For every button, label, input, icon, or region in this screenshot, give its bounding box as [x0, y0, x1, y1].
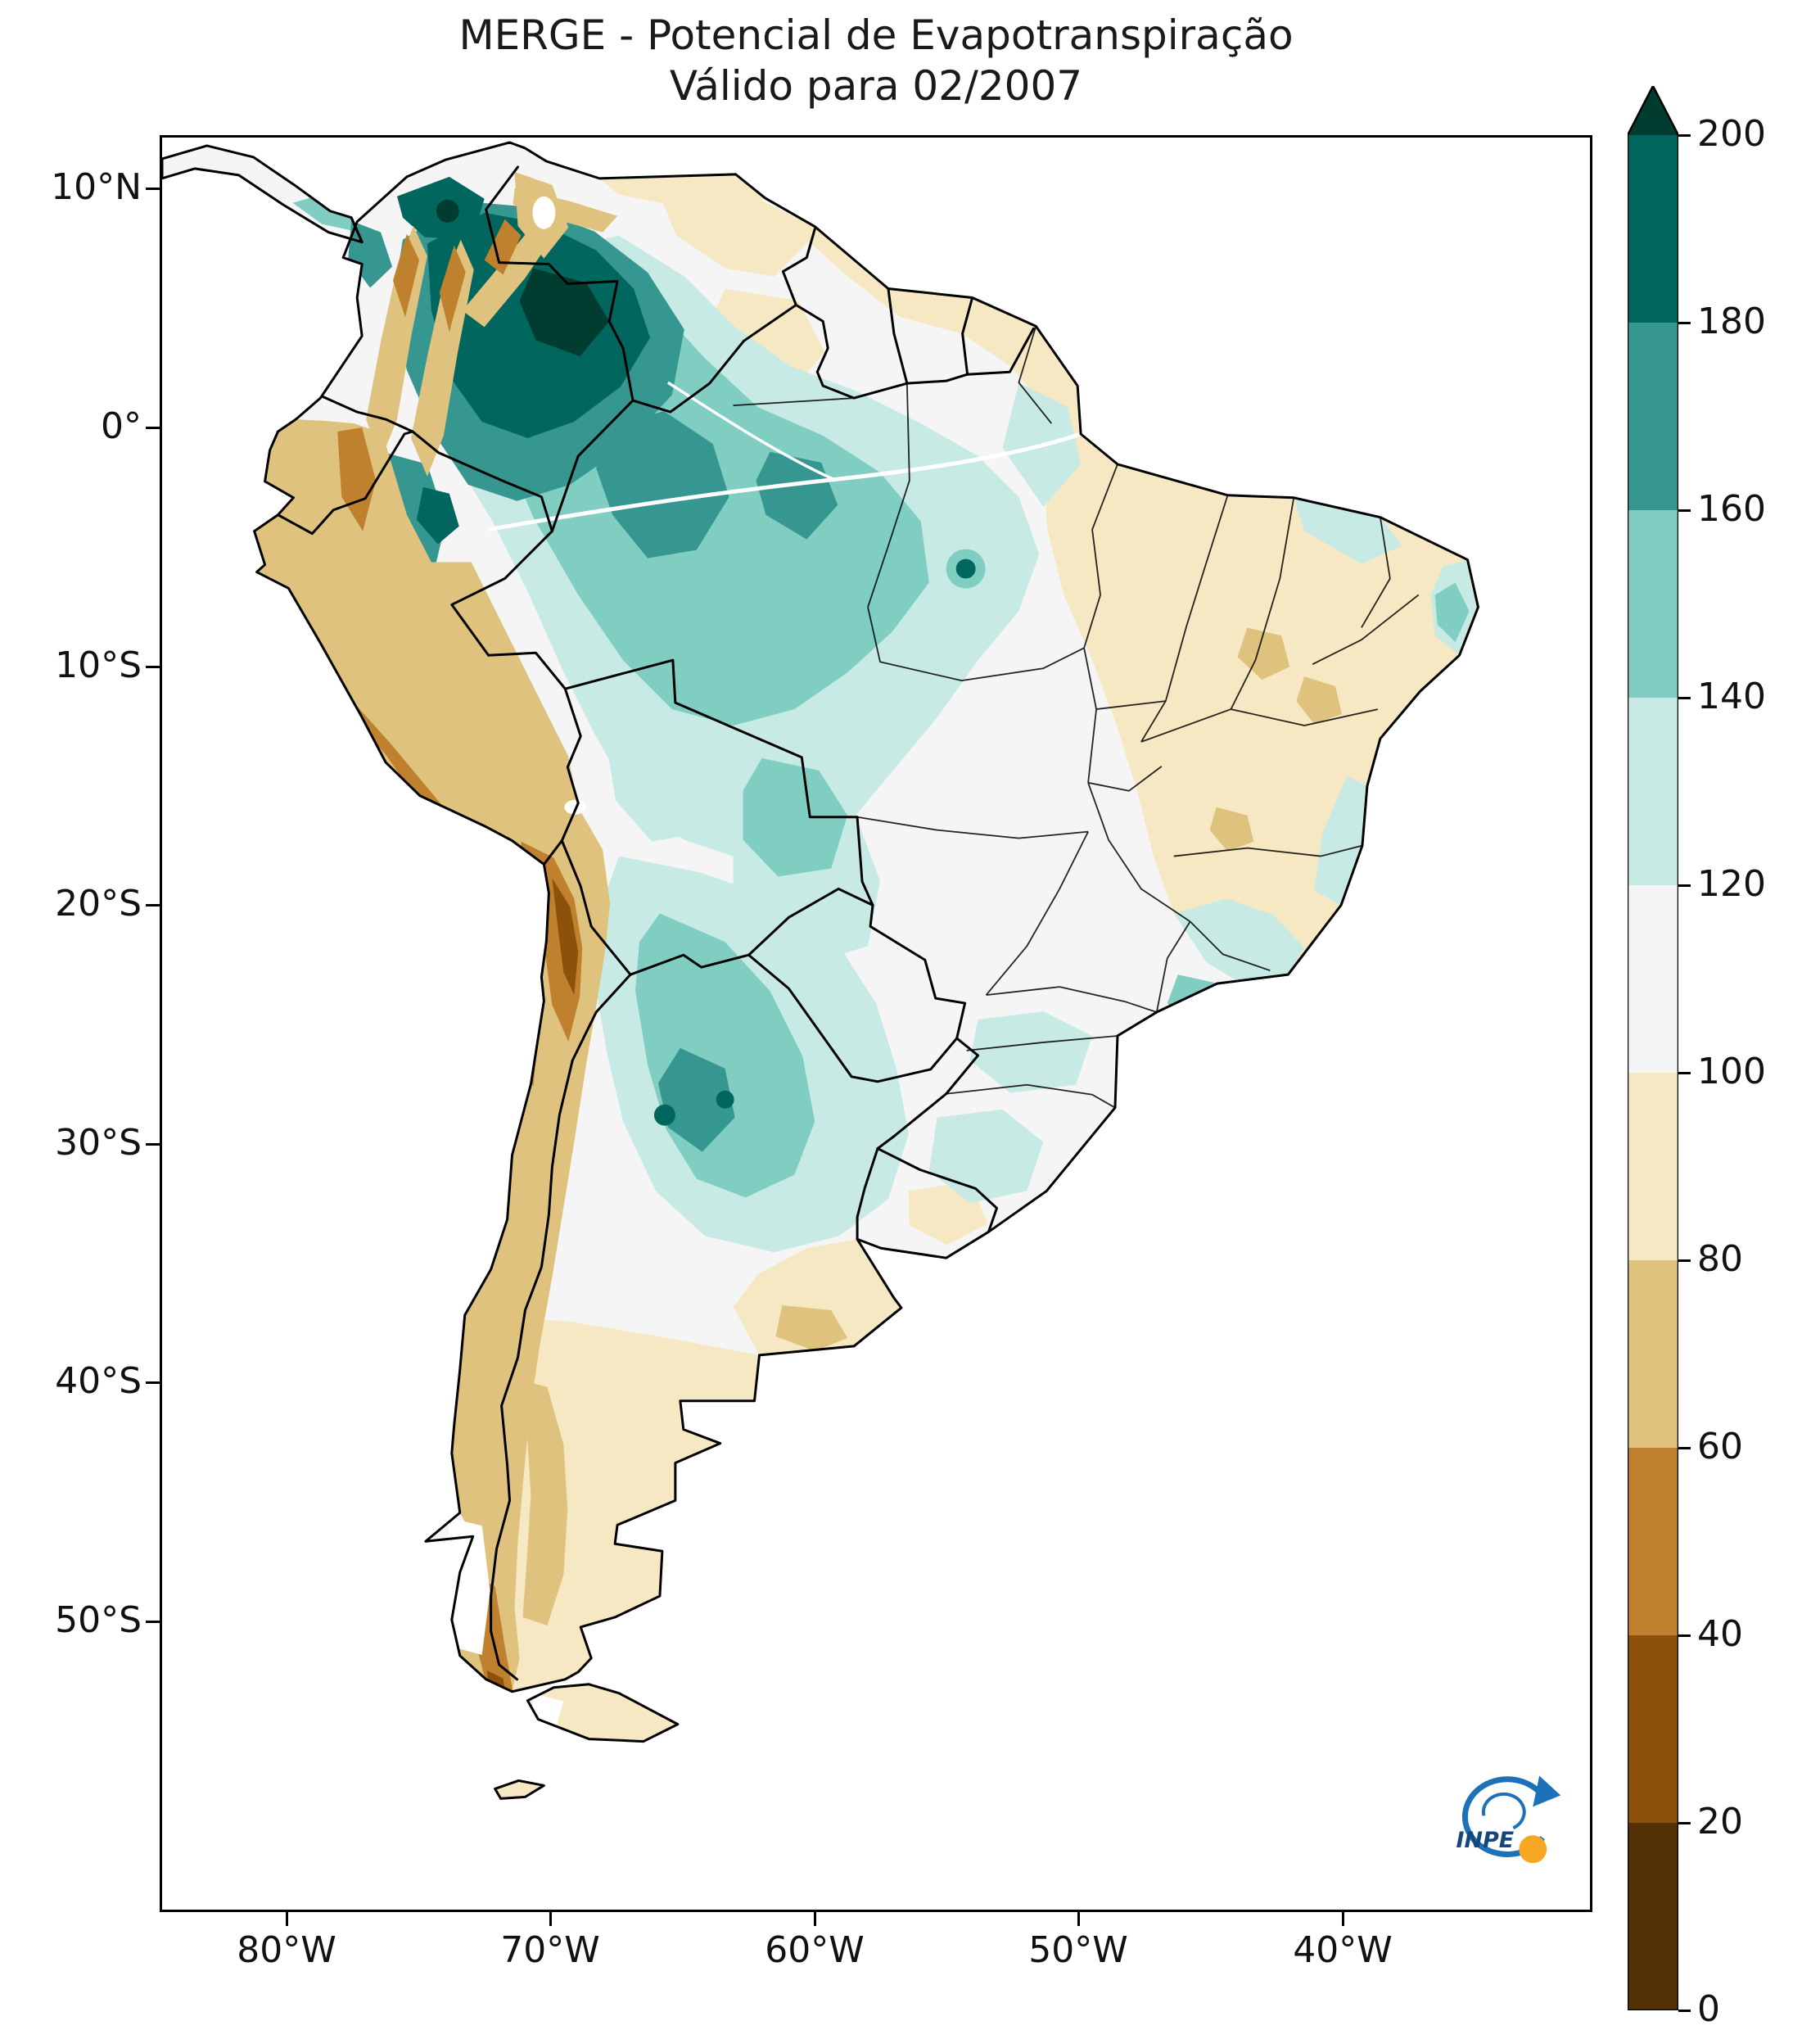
colorbar-tick-mark: [1678, 884, 1691, 887]
chart-subtitle: Válido para 02/2007: [669, 62, 1083, 110]
colorbar-tick-label: 20: [1697, 1801, 1743, 1842]
colorbar-tick-label: 100: [1697, 1051, 1766, 1092]
colorbar-tick-mark: [1678, 1821, 1691, 1824]
chart-title: MERGE - Potencial de Evapotranspiração: [458, 11, 1294, 59]
colorbar-tick-mark: [1678, 321, 1691, 324]
x-tick-label: 60°W: [765, 1929, 865, 1971]
colorbar-tick-mark: [1678, 1071, 1691, 1074]
country-borders: [277, 165, 1035, 1681]
colorbar-tick-mark: [1678, 133, 1691, 137]
y-tick-label: 10°N: [51, 166, 142, 208]
y-tick-label: 40°S: [55, 1360, 142, 1402]
colorbar-tick-mark: [1678, 509, 1691, 512]
y-tick-label: 50°S: [55, 1599, 142, 1641]
colorbar-tick-label: 80: [1697, 1238, 1743, 1280]
negro-river: [666, 381, 833, 481]
y-tick-label: 0°: [101, 405, 142, 447]
colorbar-tick-mark: [1678, 1259, 1691, 1262]
inpe-logo-arrow-icon: [1533, 1775, 1561, 1807]
south-america-map: INPE: [162, 141, 1561, 1864]
colorbar-tick-label: 0: [1697, 1988, 1720, 2030]
colorbar-tick-label: 200: [1697, 113, 1766, 155]
colorbar-tick-label: 160: [1697, 488, 1766, 530]
x-tick-mark: [549, 1912, 552, 1926]
colorbar-tick-mark: [1678, 2009, 1691, 2012]
x-tick-label: 80°W: [237, 1929, 336, 1971]
inpe-logo-orange-dot: [1519, 1835, 1547, 1864]
lake-maracaibo: [532, 196, 556, 229]
y-tick-label: 30°S: [55, 1122, 142, 1164]
inpe-logo-inner-swirl: [1481, 1792, 1526, 1830]
contour-fill-over-200: [436, 199, 610, 357]
colorbar-outline: [1628, 86, 1678, 2010]
y-tick-mark: [146, 1620, 160, 1623]
x-tick-label: 50°W: [1028, 1929, 1128, 1971]
colorbar: [1628, 86, 1678, 2010]
x-tick-mark: [285, 1912, 288, 1926]
y-tick-label: 10°S: [55, 644, 142, 686]
y-tick-mark: [146, 903, 160, 906]
y-tick-mark: [146, 665, 160, 668]
colorbar-extend-triangle: [1628, 86, 1678, 135]
map-plot-area: INPE: [160, 135, 1592, 1912]
y-tick-mark: [146, 1142, 160, 1146]
coastline: [162, 141, 1479, 1800]
inpe-logo-swirl: [1461, 1776, 1545, 1857]
lake-titicaca: [564, 799, 586, 815]
x-tick-mark: [813, 1912, 816, 1926]
colorbar-tick-mark: [1678, 1634, 1691, 1637]
colorbar-tick-label: 60: [1697, 1426, 1743, 1467]
inpe-logo-text: INPE: [1456, 1828, 1515, 1853]
y-tick-mark: [146, 187, 160, 190]
x-tick-mark: [1341, 1912, 1344, 1926]
x-tick-label: 70°W: [500, 1929, 600, 1971]
y-tick-label: 20°S: [55, 883, 142, 925]
inpe-logo: INPE: [1456, 1775, 1561, 1864]
x-tick-mark: [1077, 1912, 1080, 1926]
colorbar-tick-mark: [1678, 1446, 1691, 1449]
x-tick-label: 40°W: [1293, 1929, 1393, 1971]
colorbar-tick-label: 120: [1697, 863, 1766, 905]
state-borders: [733, 326, 1420, 1109]
y-tick-mark: [146, 426, 160, 429]
colorbar-tick-label: 180: [1697, 301, 1766, 342]
colorbar-tick-mark: [1678, 696, 1691, 699]
y-tick-mark: [146, 1381, 160, 1384]
colorbar-tick-label: 140: [1697, 676, 1766, 717]
colorbar-tick-label: 40: [1697, 1613, 1743, 1655]
